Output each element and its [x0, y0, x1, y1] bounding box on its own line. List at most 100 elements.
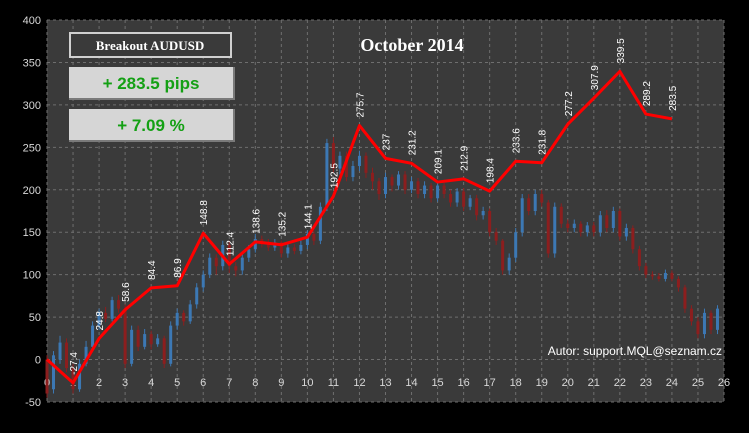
- candle-body: [325, 143, 329, 207]
- candle-body: [130, 329, 134, 364]
- candle-body: [702, 312, 706, 335]
- candle-body: [410, 181, 414, 190]
- breakout-label-box: [71, 34, 230, 56]
- y-tick-label: 200: [23, 185, 41, 197]
- candle-body: [514, 232, 518, 258]
- candle-body: [397, 174, 401, 186]
- candle-body: [123, 308, 127, 364]
- data-label: 283.5: [668, 85, 679, 110]
- candle-body: [520, 198, 524, 233]
- x-tick-label: 7: [226, 377, 232, 389]
- candle-body: [52, 355, 56, 390]
- candle-body: [188, 304, 192, 322]
- data-label: 289.2: [642, 81, 653, 106]
- data-label: 237: [382, 133, 393, 150]
- data-label: 192.5: [329, 163, 340, 188]
- candle-body: [501, 240, 505, 271]
- candle-body: [384, 177, 387, 195]
- data-label: 339.5: [616, 38, 627, 63]
- candle-body: [663, 272, 667, 279]
- data-label: 231.2: [408, 130, 419, 155]
- x-tick-label: 2: [96, 377, 102, 389]
- candle-body: [65, 342, 69, 369]
- data-label: 112.4: [225, 231, 236, 256]
- candle-body: [481, 211, 485, 216]
- candle-body: [214, 257, 218, 267]
- candle-body: [71, 368, 75, 390]
- x-tick-label: 6: [200, 377, 206, 389]
- candle-body: [566, 223, 570, 228]
- candle-body: [592, 225, 596, 233]
- candle-body: [689, 308, 693, 322]
- candle-body: [585, 225, 589, 233]
- candle-body: [377, 181, 381, 195]
- candle-body: [45, 359, 49, 394]
- candle-body: [110, 300, 114, 319]
- data-label: 24.8: [95, 311, 106, 331]
- candle-body: [670, 272, 674, 279]
- candle-body: [650, 274, 654, 277]
- candle-body: [527, 198, 531, 211]
- info-panel: Breakout AUDUSD + 283.5 pips + 7.09 %: [69, 32, 235, 142]
- data-label: 138.6: [251, 208, 262, 233]
- y-tick-label: 300: [23, 100, 41, 112]
- x-tick-label: 22: [614, 377, 626, 389]
- y-tick-label: 350: [23, 57, 41, 69]
- y-tick-label: 400: [23, 15, 41, 27]
- candle-body: [683, 287, 687, 309]
- candle-body: [240, 257, 244, 271]
- candle-body: [423, 185, 427, 195]
- candle-body: [162, 338, 166, 364]
- x-tick-label: 9: [278, 377, 284, 389]
- candle-body: [572, 223, 576, 228]
- x-tick-label: 11: [328, 377, 339, 389]
- x-tick-label: 18: [510, 377, 522, 389]
- x-tick-label: 12: [353, 377, 365, 389]
- data-label: 209.1: [434, 149, 445, 174]
- candle-body: [292, 247, 296, 251]
- candle-body: [78, 363, 82, 390]
- data-label: 86.9: [173, 258, 184, 278]
- candle-body: [709, 312, 713, 330]
- candle-body: [416, 181, 420, 195]
- candle-body: [156, 338, 160, 345]
- data-label: 231.8: [538, 129, 549, 154]
- candle-body: [696, 321, 700, 335]
- candle-body: [58, 342, 62, 360]
- candle-body: [344, 155, 348, 178]
- candle-body: [657, 276, 661, 279]
- candle-body: [618, 211, 622, 237]
- x-tick-label: 15: [431, 377, 443, 389]
- x-tick-label: 17: [484, 377, 496, 389]
- y-tick-label: -50: [25, 397, 41, 409]
- y-tick-label: 100: [23, 270, 41, 282]
- x-tick-label: 16: [457, 377, 469, 389]
- candle-body: [234, 266, 238, 271]
- candle-body: [611, 211, 615, 228]
- x-tick-label: 8: [252, 377, 258, 389]
- candle-body: [312, 233, 316, 241]
- candle-body: [442, 185, 446, 195]
- data-label: -27.4: [69, 352, 80, 375]
- candle-body: [149, 334, 153, 345]
- author-text: Autor: support.MQL@seznam.cz: [548, 344, 722, 358]
- candle-body: [357, 155, 361, 167]
- candle-body: [579, 223, 583, 233]
- x-tick-label: 24: [666, 377, 678, 389]
- candle-body: [598, 215, 602, 233]
- candle-body: [286, 247, 290, 254]
- x-tick-label: 14: [405, 377, 417, 389]
- candle-body: [351, 166, 355, 178]
- candle-body: [136, 329, 140, 347]
- pips-value: + 283.5 pips: [103, 74, 200, 93]
- candle-body: [299, 244, 303, 251]
- candle-body: [208, 257, 212, 275]
- candle-body: [227, 244, 231, 267]
- data-label: 84.4: [147, 260, 158, 280]
- candle-body: [182, 312, 186, 322]
- candle-body: [84, 346, 88, 364]
- x-tick-label: 23: [640, 377, 652, 389]
- candle-body: [462, 191, 466, 207]
- chart-title: October 2014: [360, 35, 463, 55]
